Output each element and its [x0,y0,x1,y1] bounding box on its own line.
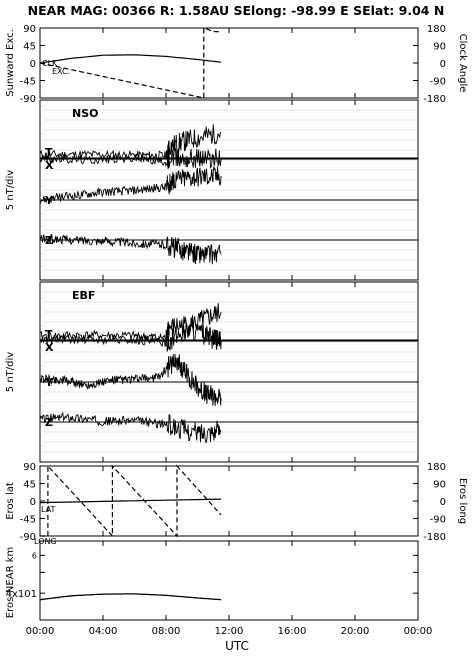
x-tick-label: 12:00 [215,626,244,637]
eros-lat-tick-label: 45 [23,480,36,491]
eros-lat-axis-label: Eros lat [5,482,16,520]
distance-axis-label: Eros-NEAR km [5,547,16,618]
nso-frame-label: NSO [72,107,98,120]
distance-panel-frame [39,540,419,621]
nso-series-x [39,148,222,169]
ebf-frame-label: EBF [72,289,95,302]
eros-longitude-line [40,464,222,538]
orientation-right-axis-label: Clock Angle [457,34,468,93]
orientation-right-tick-label: 0 [440,59,446,70]
orientation-left-axis-label: Sunward Exc. [5,29,16,97]
nso-component-label-t: T [45,146,53,159]
eros-lat-tick-label: -90 [20,532,36,543]
ebf-series-z [39,412,222,443]
eros-long-axis-label: Eros long [457,478,468,524]
eros-long-tick-label: 0 [440,497,446,508]
ebf-axis-label: 5 nT/div [5,352,16,392]
orientation-right-tick-label: 90 [433,42,446,53]
orientation-left-tick-label: 0 [30,59,36,70]
ebf-series-x [39,322,222,352]
orientation-clock-angle-line [39,27,222,99]
orientation-right-tick-label: -90 [430,77,446,88]
orientation-left-tick-label: 90 [23,24,36,35]
orientation-left-tick-label: 45 [23,42,36,53]
orientation-panel-frame [39,27,419,99]
eros-long-tick-label: 90 [433,480,446,491]
x-tick-label: 08:00 [152,626,181,637]
eros-lat-tick-label: 90 [23,462,36,473]
ebf-component-label-t: T [45,328,53,341]
orientation-sunward-excursion-line [39,54,222,64]
distance-tick-label-6: 6 [32,551,37,560]
orientation-left-tick-label: -45 [20,77,36,88]
orientation-right-tick-label: -180 [423,94,446,105]
eros-long-tick-label: -90 [430,515,446,526]
figure-title: NEAR MAG: 00366 R: 1.58AU SElong: -98.99… [28,3,445,18]
eros-latitude-line [39,498,222,504]
orientation-annotation-clk: CLK [42,59,58,68]
nso-axis-label: 5 nT/div [5,170,16,210]
orientation-right-tick-label: 180 [427,24,446,35]
orientation-left-tick-label: -90 [20,94,36,105]
nso-component-label-y: Y [44,194,54,207]
x-tick-label: 16:00 [278,626,307,637]
nso-component-label-z: Z [45,234,53,247]
eros-long-tick-label: 180 [427,462,446,473]
distance-tick-label-40: 4x101 [6,589,37,600]
nso-series-y [39,166,222,205]
eros-lat-tick-label: 0 [30,497,36,508]
x-axis-label: UTC [225,639,249,653]
ebf-component-label-y: Y [44,376,54,389]
ebf-series-y [39,353,222,406]
orientation-annotation-exc: EXC. [52,67,70,76]
nso-series-z [39,234,222,265]
ebf-component-label-z: Z [45,416,53,429]
nso-component-label-x: X [45,159,54,172]
eros-long-tick-label: -180 [423,532,446,543]
x-tick-label: 00:00 [404,626,433,637]
ebf-component-label-x: X [45,341,54,354]
distance-line [39,593,222,601]
x-tick-label: 04:00 [89,626,118,637]
eros-lat-tick-label: -45 [20,515,36,526]
x-tick-label: 20:00 [341,626,370,637]
x-tick-label: 00:00 [26,626,55,637]
